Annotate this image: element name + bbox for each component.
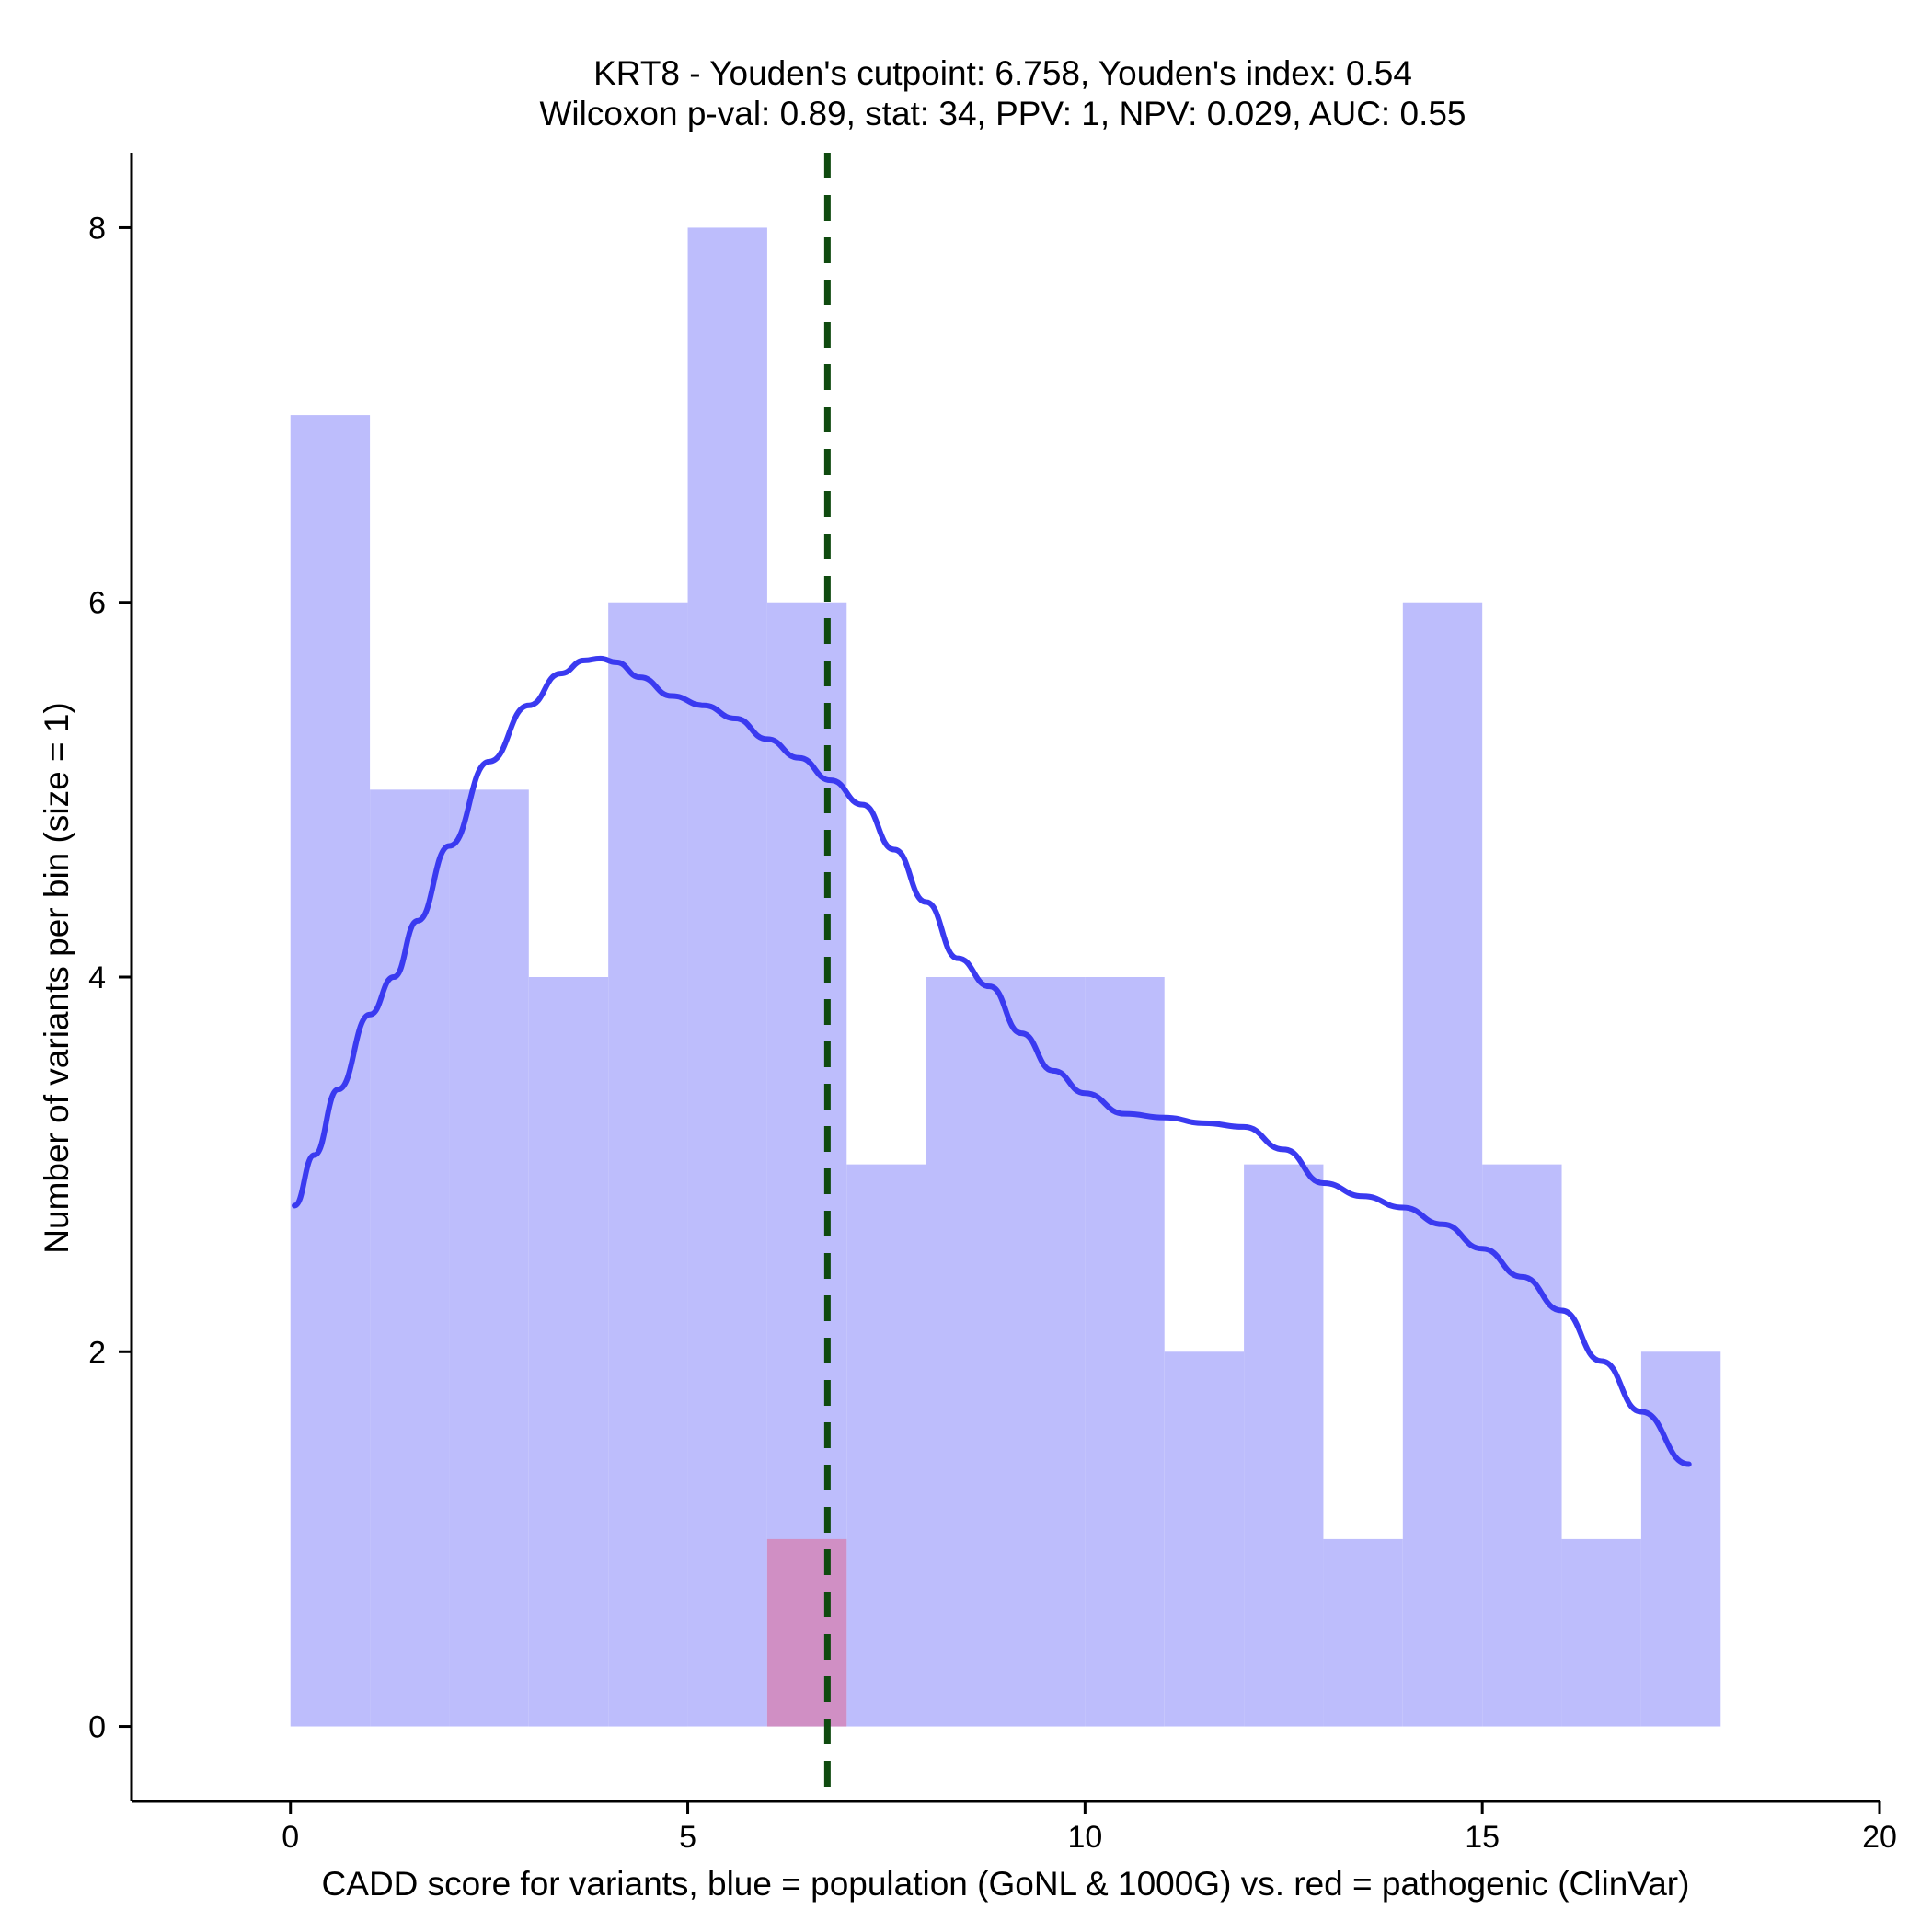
population-bar-4 [608,602,688,1727]
chart-title: KRT8 - Youden's cutpoint: 6.758, Youden'… [539,54,1466,132]
population-bar-15 [1482,1164,1562,1727]
population-bar-0 [290,415,371,1727]
population-bar-10 [1085,977,1165,1727]
population-bar-12 [1244,1164,1324,1727]
chart-title-line-1: KRT8 - Youden's cutpoint: 6.758, Youden'… [593,54,1412,92]
density-curve [292,655,1692,1467]
chart-title-line-2: Wilcoxon p-val: 0.89, stat: 34, PPV: 1, … [539,95,1466,132]
population-bar-2 [449,789,529,1727]
x-ticks: 0 5 10 15 20 [282,1801,1897,1855]
x-tick-label-3: 15 [1465,1820,1500,1855]
population-bar-16 [1561,1538,1641,1727]
x-tick-label-4: 20 [1862,1820,1897,1855]
x-tick-label-1: 5 [679,1820,696,1855]
population-bar-13 [1323,1538,1403,1727]
x-axis-label: CADD score for variants, blue = populati… [322,1865,1690,1903]
y-tick-label-4: 8 [88,211,106,246]
bars-layer [290,227,1721,1727]
population-bar-5 [687,227,767,1727]
series-population [290,227,1721,1727]
y-tick-label-3: 6 [88,586,106,621]
pathogenic-bar-0 [766,1538,847,1727]
population-bar-7 [846,1164,926,1727]
population-bar-3 [528,977,609,1727]
y-tick-label-2: 4 [88,960,106,995]
density-curve-layer [292,655,1692,1467]
population-bar-11 [1164,1351,1245,1727]
y-ticks: 0 2 4 6 8 [88,211,132,1745]
y-tick-label-0: 0 [88,1710,106,1745]
y-axis-label: Number of variants per bin (size = 1) [38,702,75,1253]
population-bar-9 [1006,977,1086,1727]
population-bar-17 [1640,1351,1721,1727]
series-pathogenic [766,1538,847,1727]
y-tick-label-1: 2 [88,1335,106,1370]
x-tick-label-0: 0 [282,1820,299,1855]
population-bar-14 [1402,602,1483,1727]
population-bar-8 [926,977,1006,1727]
x-tick-label-2: 10 [1067,1820,1102,1855]
population-bar-1 [370,789,450,1727]
